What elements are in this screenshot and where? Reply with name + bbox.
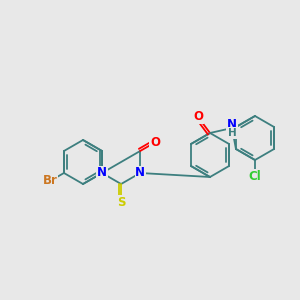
Text: Br: Br <box>43 175 58 188</box>
Text: N: N <box>135 167 145 179</box>
Text: H: H <box>228 128 236 138</box>
Text: Cl: Cl <box>249 169 261 182</box>
Text: O: O <box>150 136 160 149</box>
Text: S: S <box>117 196 125 208</box>
Text: N: N <box>97 167 107 179</box>
Text: N: N <box>227 118 237 130</box>
Text: O: O <box>193 110 203 124</box>
